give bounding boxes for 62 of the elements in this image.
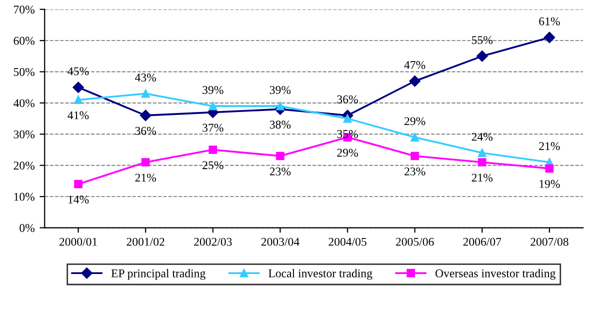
data-label: 41% — [68, 111, 89, 120]
data-label: 43% — [135, 74, 156, 82]
point — [343, 114, 352, 123]
data-label: 29% — [404, 117, 426, 126]
point — [276, 102, 284, 110]
y-tick-label: 40% — [13, 99, 34, 108]
x-tick-label: 2001/02 — [126, 238, 164, 246]
point — [74, 180, 82, 188]
data-label: 39% — [202, 86, 224, 94]
data-label: 21% — [472, 174, 493, 182]
point — [409, 76, 420, 87]
data-label: 45% — [68, 67, 89, 76]
y-tick-label: 20% — [14, 162, 34, 170]
point — [276, 152, 284, 160]
point — [410, 133, 419, 142]
data-label: 14% — [68, 196, 89, 204]
point — [72, 82, 84, 93]
data-label: 29% — [337, 148, 358, 157]
x-tick-label: 2002/03 — [194, 238, 232, 246]
data-label: 61% — [539, 17, 560, 26]
legend-label: EP principal trading — [111, 269, 206, 280]
data-label: 38% — [270, 120, 291, 129]
data-label: 19% — [540, 180, 560, 188]
data-label: 39% — [270, 86, 291, 94]
x-tick-label: 2004/05 — [328, 238, 366, 246]
y-tick-label: 50% — [14, 68, 34, 76]
data-label: 21% — [135, 174, 156, 182]
point — [544, 32, 556, 44]
point — [208, 102, 218, 110]
point — [410, 152, 419, 160]
y-tick-label: 0% — [20, 224, 34, 232]
data-label: 24% — [472, 132, 493, 141]
point — [478, 148, 486, 158]
point — [476, 50, 488, 62]
data-label: 36% — [135, 126, 156, 135]
data-label: 25% — [202, 161, 224, 170]
x-tick-label: 2003/04 — [261, 238, 300, 246]
data-label: 47% — [404, 61, 426, 70]
point — [141, 158, 150, 166]
point — [74, 96, 82, 104]
x-tick-label: 2007/08 — [530, 238, 568, 246]
legend-label: Overseas investor trading — [436, 269, 556, 280]
data-label: 37% — [202, 124, 224, 132]
y-tick-label: 70% — [14, 6, 34, 14]
point — [140, 110, 152, 122]
data-label: 36% — [337, 95, 358, 104]
x-tick-label: 2006/07 — [463, 238, 502, 246]
point — [478, 158, 486, 166]
point — [208, 146, 218, 154]
point — [141, 89, 150, 98]
y-tick-label: 30% — [14, 130, 34, 138]
data-label: 23% — [404, 167, 426, 176]
data-label: 35% — [337, 130, 358, 138]
legend-label: Local investor trading — [268, 269, 372, 280]
x-tick-label: 2000/01 — [59, 238, 97, 246]
data-label: 55% — [472, 36, 493, 44]
y-tick-label: 10% — [14, 192, 34, 201]
x-tick-label: 2005/06 — [396, 238, 434, 246]
data-label: 21% — [539, 142, 560, 150]
data-label: 23% — [270, 167, 291, 176]
point — [545, 164, 554, 173]
y-tick-label: 60% — [14, 36, 34, 45]
